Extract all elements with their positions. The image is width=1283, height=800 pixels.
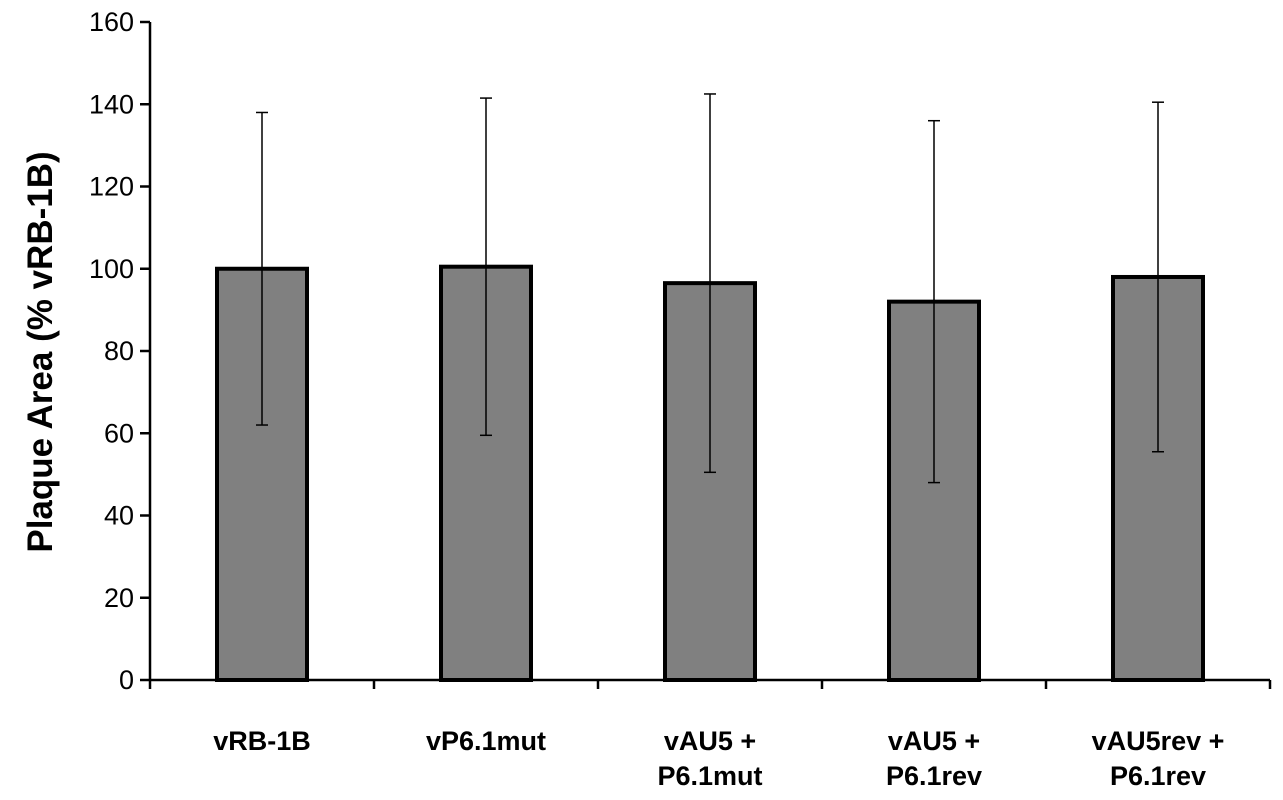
axes (148, 22, 1270, 682)
y-axis-label: Plaque Area (% vRB-1B) (21, 151, 60, 552)
category-label: P6.1rev (1110, 761, 1206, 791)
category-label: P6.1rev (886, 761, 982, 791)
category-label: P6.1mut (657, 761, 762, 791)
y-tick-label: 60 (104, 418, 134, 448)
category-label: vAU5 + (664, 726, 756, 756)
y-tick-label: 160 (89, 7, 134, 37)
y-axis-ticks: 0 20 40 60 80 100 120 140 160 (89, 7, 150, 695)
y-tick-label: 80 (104, 336, 134, 366)
y-tick-label: 20 (104, 583, 134, 613)
category-label: vAU5 + (888, 726, 980, 756)
category-labels: vRB-1B vP6.1mut vAU5 + P6.1mut vAU5 + P6.1rev… (213, 726, 1224, 791)
y-tick-label: 100 (89, 254, 134, 284)
category-label: vRB-1B (213, 726, 311, 756)
error-bars (256, 93, 1164, 484)
category-label: vAU5rev + (1092, 726, 1225, 756)
y-tick-label: 120 (89, 172, 134, 202)
y-tick-label: 40 (104, 501, 134, 531)
category-label: vP6.1mut (426, 726, 546, 756)
x-axis-ticks (148, 680, 1272, 689)
y-axis-label-group: Plaque Area (% vRB-1B) (21, 151, 60, 552)
y-tick-label: 0 (119, 665, 134, 695)
y-tick-label: 140 (89, 89, 134, 119)
